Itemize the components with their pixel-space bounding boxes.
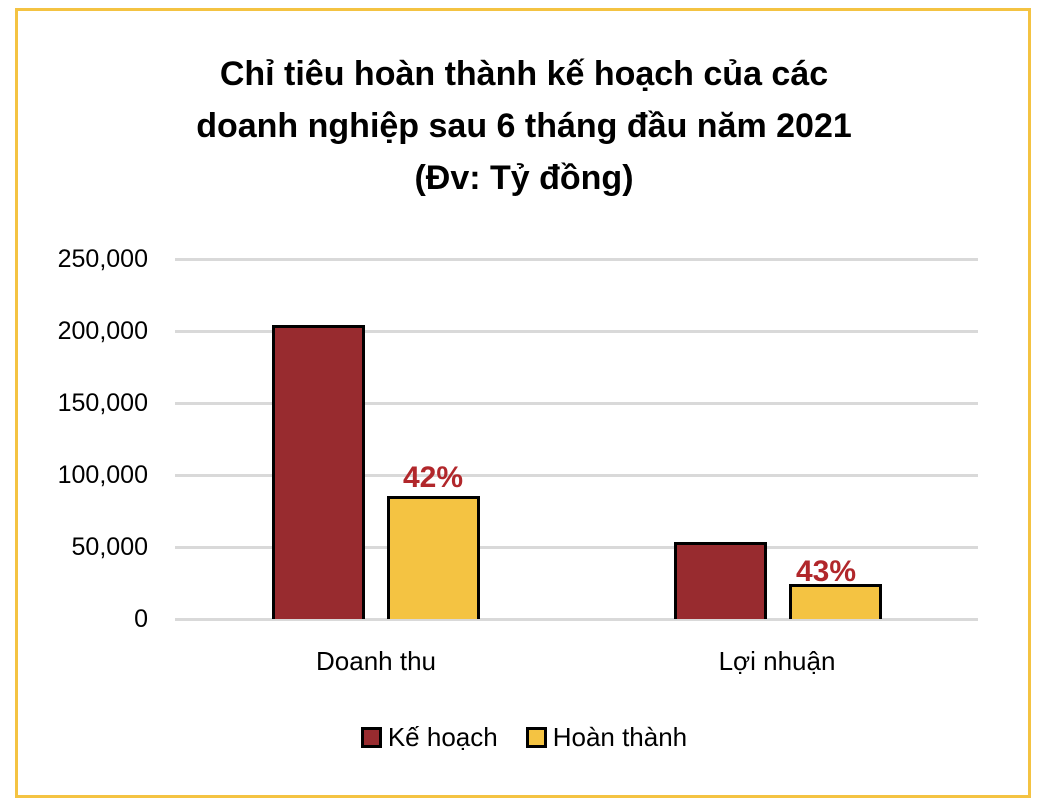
bar-doanh-thu-ke-hoach [272,325,365,619]
gridline-150000 [175,402,978,405]
y-tick-label: 200,000 [57,317,148,345]
chart-title: Chỉ tiêu hoàn thành kế hoạch của các doa… [0,48,1048,204]
legend: Kế hoạch Hoàn thành [0,722,1048,753]
x-category-label: Doanh thu [316,646,436,676]
legend-item-hoan-thanh: Hoàn thành [525,722,688,753]
chart-title-line-3: (Đv: Tỷ đồng) [414,159,634,197]
y-tick-label: 250,000 [57,245,148,273]
chart-frame [15,8,1031,798]
gridline-50000 [175,546,978,549]
bar-loi-nhuan-hoan-thanh [789,584,882,619]
y-tick-label: 150,000 [57,389,148,417]
gridline-250000 [175,258,978,261]
gridline-0 [175,618,978,621]
x-category-label: Lợi nhuận [718,646,836,676]
legend-label: Kế hoạch [387,722,498,752]
y-tick-label: 100,000 [57,461,148,489]
chart-title-line-1: Chỉ tiêu hoàn thành kế hoạch của các [219,55,829,93]
gridline-100000 [175,474,978,477]
bar-doanh-thu-hoan-thanh [387,496,480,619]
legend-swatch-ke-hoach [360,727,382,748]
gridline-200000 [175,330,978,333]
y-tick-label: 50,000 [71,533,148,561]
chart-title-line-2: doanh nghiệp sau 6 tháng đầu năm 2021 [196,107,852,145]
data-label-doanh-thu: 42% [402,461,464,494]
bar-loi-nhuan-ke-hoach [674,542,767,619]
y-tick-label: 0 [134,605,148,633]
legend-swatch-hoan-thanh [525,727,547,748]
legend-item-ke-hoach: Kế hoạch [360,722,498,753]
legend-label: Hoàn thành [552,722,688,752]
data-label-loi-nhuan: 43% [795,555,857,588]
